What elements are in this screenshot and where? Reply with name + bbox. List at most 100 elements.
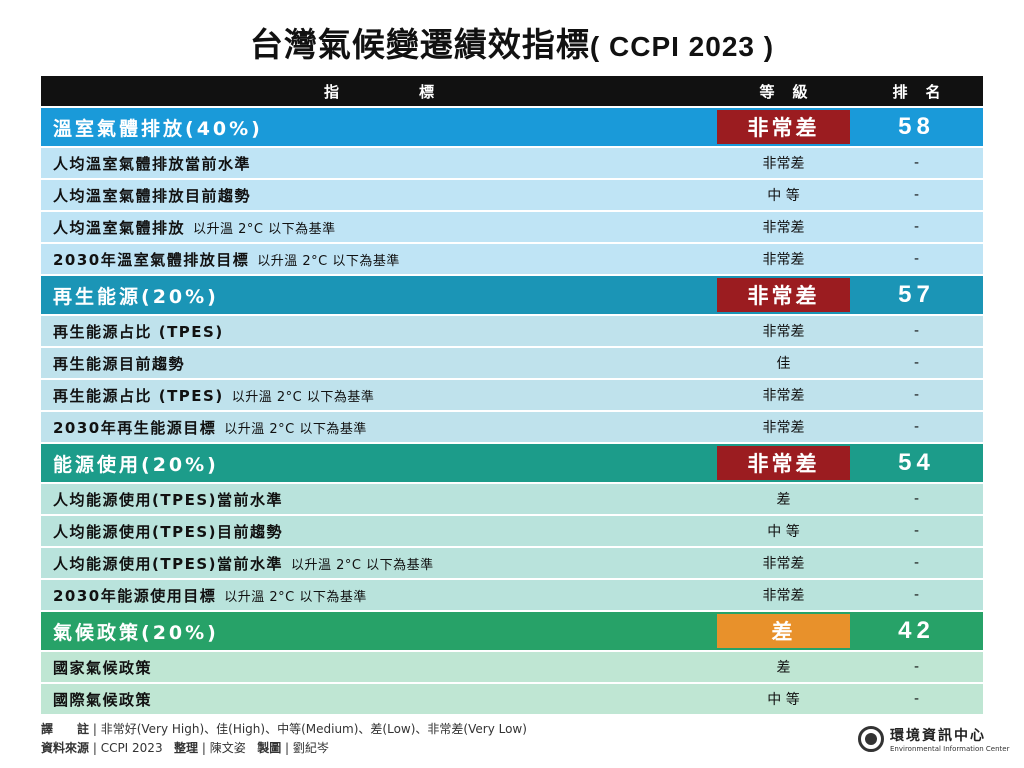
row-label: 人均能源使用(TPES)當前水準 以升溫 2°C 以下為基準: [53, 554, 434, 573]
note-label: 譯 註: [41, 722, 90, 736]
row-label: 人均溫室氣體排放當前水準: [53, 154, 252, 173]
table-row: 2030年再生能源目標 以升溫 2°C 以下為基準 非常差 -: [41, 412, 983, 442]
category-grade: 非常差: [717, 110, 850, 144]
table-row: 2030年溫室氣體排放目標 以升溫 2°C 以下為基準 非常差 -: [41, 244, 983, 274]
row-rank: -: [913, 491, 920, 507]
editor-text: 陳文姿: [209, 741, 246, 755]
row-rank: -: [913, 155, 920, 171]
page-title: 台灣氣候變遷績效指標( CCPI 2023 ): [0, 18, 1024, 66]
row-rank: -: [913, 387, 920, 403]
row-label: 再生能源目前趨勢: [53, 354, 186, 373]
row-label: 人均溫室氣體排放目前趨勢: [53, 186, 252, 205]
row-label: 國際氣候政策: [53, 690, 153, 709]
row-grade: 非常差: [762, 324, 805, 340]
category-grade: 非常差: [717, 278, 850, 312]
row-label: 再生能源占比 (TPES) 以升溫 2°C 以下為基準: [53, 386, 375, 405]
logo-name-cn: 環境資訊中心: [890, 728, 986, 744]
category-rank: 57: [898, 281, 935, 308]
row-rank: -: [913, 555, 920, 571]
row-grade: 中 等: [767, 524, 800, 540]
editor-label: 整理: [174, 741, 199, 755]
row-grade: 中 等: [767, 692, 800, 708]
category-label: 再生能源(20%): [53, 285, 219, 308]
footer-note: 譯 註 | 非常好(Very High)、佳(High)、中等(Medium)、…: [41, 722, 527, 736]
row-rank: -: [913, 355, 920, 371]
table-row: 2030年能源使用目標 以升溫 2°C 以下為基準 非常差 -: [41, 580, 983, 610]
footer-credits: 資料來源 | CCPI 2023 整理 | 陳文姿 製圖 | 劉紀岑: [41, 741, 329, 755]
row-grade: 非常差: [762, 252, 805, 268]
row-label: 2030年溫室氣體排放目標 以升溫 2°C 以下為基準: [53, 250, 400, 269]
table-row: 國際氣候政策 中 等 -: [41, 684, 983, 714]
table-row: 人均能源使用(TPES)目前趨勢 中 等 -: [41, 516, 983, 546]
row-rank: -: [913, 587, 920, 603]
row-grade: 差: [776, 492, 791, 508]
row-label: 2030年能源使用目標 以升溫 2°C 以下為基準: [53, 586, 367, 605]
row-label: 國家氣候政策: [53, 658, 153, 677]
table-row: 再生能源占比 (TPES) 以升溫 2°C 以下為基準 非常差 -: [41, 380, 983, 410]
category-rank: 58: [898, 113, 935, 140]
row-grade: 佳: [776, 356, 791, 372]
title-main: 台灣氣候變遷績效指標: [249, 25, 590, 64]
row-grade: 非常差: [762, 156, 805, 172]
row-rank: -: [913, 691, 920, 707]
group-climate-policy: 氣候政策(20%) 差 42 國家氣候政策 差 - 國際氣候政策 中 等 -: [41, 612, 983, 714]
row-grade: 中 等: [767, 188, 800, 204]
source-label: 資料來源: [41, 741, 90, 755]
row-grade: 非常差: [762, 420, 805, 436]
source-text: CCPI 2023: [100, 741, 163, 755]
note-text: 非常好(Very High)、佳(High)、中等(Medium)、差(Low)…: [100, 722, 527, 736]
table-row: 國家氣候政策 差 -: [41, 652, 983, 682]
table-row: 人均溫室氣體排放當前水準 非常差 -: [41, 148, 983, 178]
table-row: 人均能源使用(TPES)當前水準 差 -: [41, 484, 983, 514]
logo-name-en: Environmental Information Center: [890, 745, 1010, 753]
table-row: 人均能源使用(TPES)當前水準 以升溫 2°C 以下為基準 非常差 -: [41, 548, 983, 578]
table-row: 人均溫室氣體排放目前趨勢 中 等 -: [41, 180, 983, 210]
category-label: 能源使用(20%): [53, 453, 219, 476]
row-rank: -: [913, 187, 920, 203]
table-header: 指標 等級 排名: [41, 76, 983, 106]
group-renewable-energy: 再生能源(20%) 非常差 57 再生能源占比 (TPES) 非常差 - 再生能…: [41, 276, 983, 442]
title-sub: ( CCPI 2023 ): [589, 31, 775, 62]
header-indicator: 指標: [323, 82, 514, 101]
chart-text: 劉紀岑: [292, 741, 329, 755]
row-label: 2030年再生能源目標 以升溫 2°C 以下為基準: [53, 418, 367, 437]
row-grade: 非常差: [762, 556, 805, 572]
footer: 譯 註 | 非常好(Very High)、佳(High)、中等(Medium)、…: [41, 720, 527, 758]
table-row: 人均溫室氣體排放 以升溫 2°C 以下為基準 非常差 -: [41, 212, 983, 242]
row-label: 人均能源使用(TPES)目前趨勢: [53, 522, 283, 541]
row-rank: -: [913, 659, 920, 675]
category-row: 溫室氣體排放(40%) 非常差 58: [41, 108, 983, 146]
row-label: 人均能源使用(TPES)當前水準: [53, 490, 283, 509]
row-grade: 非常差: [762, 220, 805, 236]
logo-text: 環境資訊中心 Environmental Information Center: [890, 725, 1009, 753]
header-rank: 排名: [892, 82, 959, 101]
table-row: 再生能源目前趨勢 佳 -: [41, 348, 983, 378]
row-rank: -: [913, 251, 920, 267]
row-rank: -: [913, 523, 920, 539]
group-energy-use: 能源使用(20%) 非常差 54 人均能源使用(TPES)當前水準 差 - 人均…: [41, 444, 983, 610]
chart-label: 製圖: [257, 741, 282, 755]
row-grade: 非常差: [762, 588, 805, 604]
category-label: 溫室氣體排放(40%): [53, 117, 263, 140]
row-label: 人均溫室氣體排放 以升溫 2°C 以下為基準: [53, 218, 336, 237]
eic-logo: 環境資訊中心 Environmental Information Center: [858, 725, 1009, 753]
row-label: 再生能源占比 (TPES): [53, 322, 224, 341]
row-rank: -: [913, 419, 920, 435]
row-grade: 差: [776, 660, 791, 676]
category-row: 能源使用(20%) 非常差 54: [41, 444, 983, 482]
eic-logo-icon: [858, 726, 884, 752]
indicator-table: 指標 等級 排名 溫室氣體排放(40%) 非常差 58 人均溫室氣體排放當前水準…: [41, 76, 983, 714]
row-rank: -: [913, 219, 920, 235]
category-label: 氣候政策(20%): [53, 621, 219, 644]
table-row: 再生能源占比 (TPES) 非常差 -: [41, 316, 983, 346]
category-row: 再生能源(20%) 非常差 57: [41, 276, 983, 314]
row-rank: -: [913, 323, 920, 339]
row-grade: 非常差: [762, 388, 805, 404]
category-rank: 42: [898, 617, 935, 644]
category-rank: 54: [898, 449, 935, 476]
header-grade: 等級: [759, 82, 826, 101]
category-grade: 差: [717, 614, 850, 648]
category-row: 氣候政策(20%) 差 42: [41, 612, 983, 650]
group-ghg-emissions: 溫室氣體排放(40%) 非常差 58 人均溫室氣體排放當前水準 非常差 - 人均…: [41, 108, 983, 274]
category-grade: 非常差: [717, 446, 850, 480]
